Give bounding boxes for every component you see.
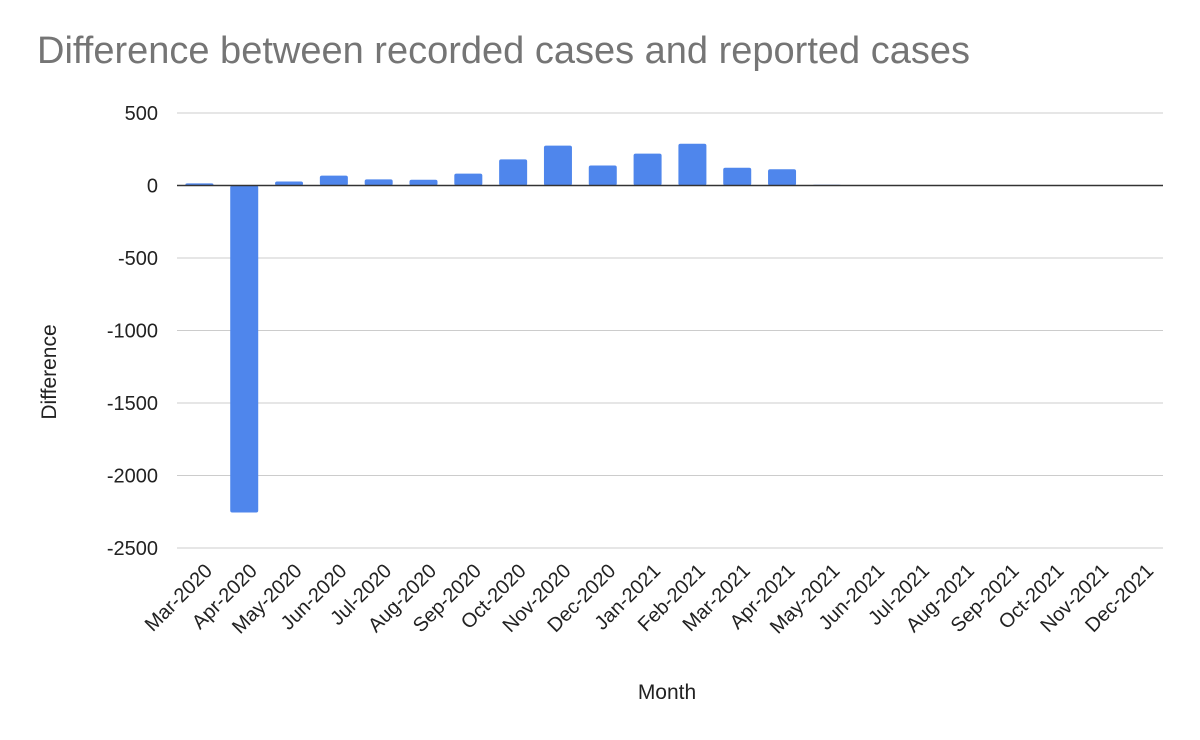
gridlines [177,112,1163,549]
x-axis-title: Month [638,681,696,704]
bar-nov-2020 [543,145,572,186]
x-axis-ticks: Mar-2020Apr-2020May-2020Jun-2020Jul-2020… [141,560,1158,638]
bar-mar-2021 [723,167,752,186]
y-tick-label: -1500 [107,393,158,415]
y-axis-ticks: 500 0 -500 -1000 -1500 -2000 -2500 [107,103,158,560]
bar-feb-2021 [678,143,707,186]
bar-aug-2020 [409,179,438,186]
y-tick-label: -500 [118,248,158,270]
bar-dec-2020 [588,165,617,186]
bar-apr-2020 [230,185,259,513]
bar-sep-2020 [454,173,483,186]
bar-jul-2020 [364,179,393,186]
chart-title: Difference between recorded cases and re… [37,30,970,72]
y-tick-label: -2000 [107,466,158,488]
bar-jan-2021 [633,153,662,186]
y-tick-label: 0 [147,176,158,198]
y-tick-label: 500 [125,103,158,125]
bar-jun-2020 [319,175,348,186]
bar-may-2020 [275,181,304,186]
y-tick-label: -1000 [107,321,158,343]
y-tick-label: -2500 [107,538,158,560]
y-axis-title: Difference [38,324,61,419]
bar-oct-2020 [499,159,528,186]
bar-apr-2021 [768,169,797,186]
bars [185,143,841,513]
